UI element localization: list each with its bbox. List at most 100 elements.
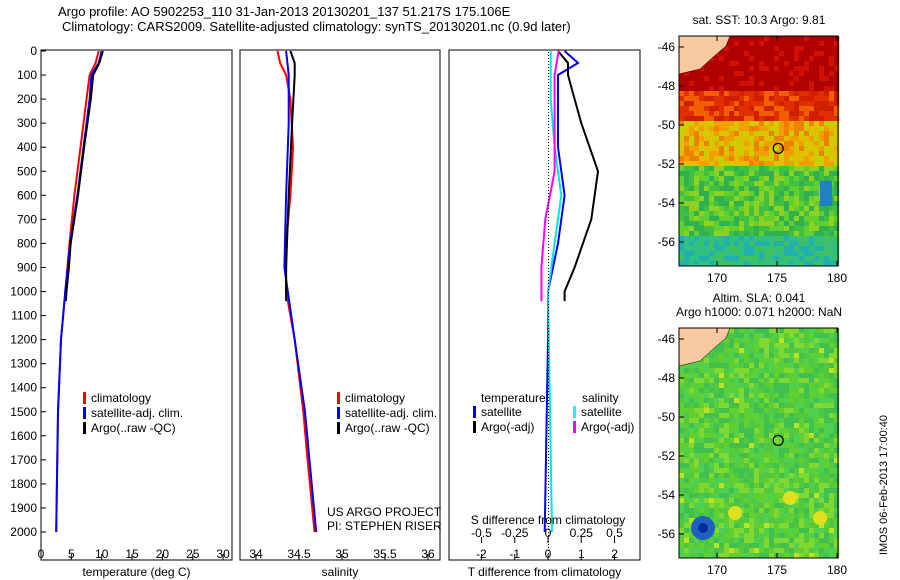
- map-cell: [719, 373, 725, 379]
- map-cell: [809, 151, 815, 157]
- map-cell: [724, 538, 730, 544]
- map-cell: [804, 393, 810, 399]
- map-cell: [774, 131, 780, 137]
- map-cell: [734, 126, 740, 132]
- map-cell: [754, 488, 760, 494]
- map-cell: [799, 538, 805, 544]
- map-cell: [834, 368, 840, 374]
- map-cell: [764, 413, 770, 419]
- map-cell: [694, 186, 700, 192]
- map-cell: [759, 333, 765, 339]
- map-cell: [764, 231, 770, 237]
- map-y-tick-label: -52: [658, 449, 676, 463]
- map-cell: [729, 186, 735, 192]
- map-cell: [814, 453, 820, 459]
- diff-legend-s-text: satellite: [581, 405, 622, 419]
- map-cell: [684, 458, 690, 464]
- map-cell: [829, 246, 835, 252]
- map-cell: [719, 363, 725, 369]
- map-cell: [739, 206, 745, 212]
- map-cell: [719, 438, 725, 444]
- map-cell: [689, 533, 695, 539]
- map-cell: [729, 86, 735, 92]
- map-cell: [714, 126, 720, 132]
- zero-dot: [548, 79, 549, 80]
- map-cell: [749, 256, 755, 262]
- map-cell: [749, 368, 755, 374]
- map-cell: [754, 468, 760, 474]
- map-cell: [789, 333, 795, 339]
- zero-dot: [548, 217, 549, 218]
- map-cell: [789, 518, 795, 524]
- map-cell: [739, 493, 745, 499]
- map-cell: [714, 538, 720, 544]
- map-cell: [829, 211, 835, 217]
- map-cell: [744, 211, 750, 217]
- map-cell: [729, 181, 735, 187]
- map-cell: [799, 126, 805, 132]
- map-cell: [694, 196, 700, 202]
- map-cell: [679, 201, 685, 207]
- map-cell: [679, 443, 685, 449]
- map-cell: [819, 111, 825, 117]
- map-cell: [684, 468, 690, 474]
- map-cell: [729, 46, 735, 52]
- zero-dot: [548, 433, 549, 434]
- map-cell: [724, 518, 730, 524]
- map-blob: [698, 523, 708, 533]
- y-tick-label: 200: [17, 92, 37, 106]
- map-cell: [754, 338, 760, 344]
- map-cell: [834, 251, 840, 257]
- map-cell: [769, 353, 775, 359]
- map-cell: [789, 221, 795, 227]
- zero-dot: [548, 88, 549, 89]
- map-cell: [789, 353, 795, 359]
- map-cell: [799, 61, 805, 67]
- map-cell: [794, 483, 800, 489]
- map-cell: [754, 236, 760, 242]
- map-cell: [769, 56, 775, 62]
- map-cell: [679, 433, 685, 439]
- map-cell: [714, 206, 720, 212]
- map-cell: [759, 191, 765, 197]
- map-cell: [694, 206, 700, 212]
- map-cell: [749, 438, 755, 444]
- map-cell: [719, 483, 725, 489]
- map-cell: [814, 101, 820, 107]
- map-cell: [699, 453, 705, 459]
- map-cell: [819, 498, 825, 504]
- map-cell: [754, 81, 760, 87]
- map-cell: [789, 36, 795, 42]
- map-cell: [704, 81, 710, 87]
- map-cell: [739, 478, 745, 484]
- map-cell: [764, 61, 770, 67]
- zero-dot: [548, 238, 549, 239]
- map-cell: [709, 81, 715, 87]
- zero-dot: [548, 292, 549, 293]
- map-cell: [699, 473, 705, 479]
- map-cell: [769, 81, 775, 87]
- map-cell: [829, 101, 835, 107]
- map-cell: [759, 211, 765, 217]
- map-cell: [824, 61, 830, 67]
- map-cell: [754, 453, 760, 459]
- map-cell: [804, 408, 810, 414]
- map-cell: [809, 36, 815, 42]
- map-cell: [684, 423, 690, 429]
- map-cell: [699, 121, 705, 127]
- panel-frame-1: [40, 49, 233, 561]
- map-cell: [689, 548, 695, 554]
- map-cell: [764, 141, 770, 147]
- map-cell: [699, 458, 705, 464]
- zero-dot: [548, 112, 549, 113]
- map-cell: [799, 71, 805, 77]
- map-cell: [779, 328, 785, 334]
- map-cell: [729, 126, 735, 132]
- map-cell: [699, 151, 705, 157]
- map-cell: [704, 388, 710, 394]
- map-cell: [779, 433, 785, 439]
- map-cell: [714, 378, 720, 384]
- map-cell: [794, 86, 800, 92]
- zero-dot: [548, 199, 549, 200]
- map-cell: [734, 478, 740, 484]
